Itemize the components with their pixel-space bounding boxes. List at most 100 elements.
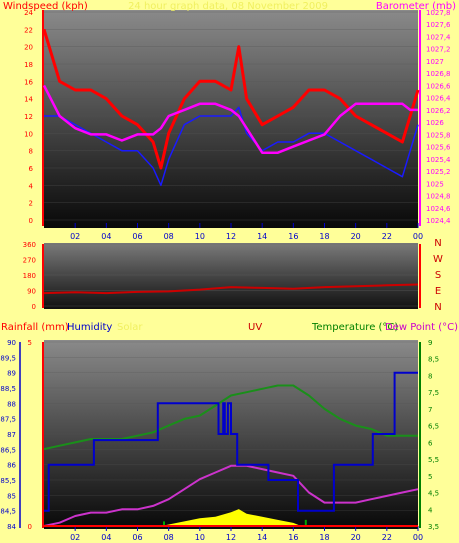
direction-tick-label: 180 xyxy=(23,272,36,280)
time-tick-label: 02 xyxy=(70,533,80,542)
barometer-tick-label: 1027,2 xyxy=(426,46,451,54)
barometer-tick-label: 1026,2 xyxy=(426,107,451,115)
humidity-tick-label: 86,5 xyxy=(0,446,16,454)
humidity-tick-label: 87 xyxy=(7,431,16,439)
humidity-tick-label: 86 xyxy=(7,462,16,470)
barometer-tick-label: 1027,4 xyxy=(426,33,451,41)
barometer-tick-label: 1025,8 xyxy=(426,131,451,139)
temperature-tick-label: 9 xyxy=(428,339,432,347)
barometer-axis-title: Barometer (mb) xyxy=(376,1,456,12)
solar-label: Solar xyxy=(117,322,143,333)
direction-tick-label: 0 xyxy=(32,303,36,311)
barometer-tick-label: 1025 xyxy=(426,180,444,188)
rainfall-axis-title: Rainfall (mm) xyxy=(1,322,69,333)
temperature-axis-title: Temperature (°C) xyxy=(311,322,398,333)
compass-label: E xyxy=(435,286,441,297)
compass-label: N xyxy=(434,302,441,313)
windspeed-tick-label: 16 xyxy=(24,78,33,86)
barometer-tick-label: 1026 xyxy=(426,119,444,127)
time-tick-label: 04 xyxy=(101,232,111,241)
direction-tick-label: 360 xyxy=(23,241,36,249)
chart-title: 24 hour graph data, 08 November 2009 xyxy=(128,1,328,12)
barometer-tick-label: 1027 xyxy=(426,58,444,66)
time-tick-label: 06 xyxy=(132,232,142,241)
windspeed-tick-label: 10 xyxy=(24,130,33,138)
time-tick-label: 14 xyxy=(257,533,267,542)
compass-label: N xyxy=(434,238,441,249)
barometer-tick-label: 1026,6 xyxy=(426,82,451,90)
barometer-series-line xyxy=(42,84,418,154)
direction-tick-label: 270 xyxy=(23,257,36,265)
time-tick-label: 14 xyxy=(257,232,267,241)
humidity-series-line xyxy=(44,371,418,512)
time-tick-label: 10 xyxy=(195,232,205,241)
time-tick-label: 22 xyxy=(382,232,392,241)
time-tick-label: 16 xyxy=(288,533,298,542)
windspeed-tick-label: 20 xyxy=(24,44,33,52)
barometer-tick-label: 1027,6 xyxy=(426,21,451,29)
barometer-tick-label: 1025,2 xyxy=(426,168,451,176)
windspeed-tick-label: 18 xyxy=(24,61,33,69)
barometer-tick-label: 1024,6 xyxy=(426,205,451,213)
barometer-tick-label: 1024,8 xyxy=(426,193,451,201)
direction-panel-background xyxy=(44,243,418,309)
temperature-tick-label: 3,5 xyxy=(428,523,439,531)
temperature-tick-label: 6,5 xyxy=(428,423,439,431)
time-tick-label: 02 xyxy=(70,232,80,241)
temperature-series-line xyxy=(43,384,418,451)
temperature-tick-label: 5 xyxy=(428,473,432,481)
time-tick-label: 18 xyxy=(319,232,329,241)
humidity-tick-label: 90 xyxy=(7,339,16,347)
barometer-tick-label: 1026,8 xyxy=(426,70,451,78)
dew-point-axis-title: Dew Point (°C) xyxy=(385,322,458,333)
humidity-tick-label: 84 xyxy=(7,523,16,531)
temperature-tick-label: 7 xyxy=(428,406,432,414)
barometer-tick-label: 1025,6 xyxy=(426,144,451,152)
temperature-tick-label: 8 xyxy=(428,372,432,380)
windspeed-tick-label: 22 xyxy=(24,26,33,34)
temperature-tick-label: 6 xyxy=(428,439,433,447)
humidity-tick-label: 89,5 xyxy=(0,354,16,362)
windspeed-tick-label: 12 xyxy=(24,113,33,121)
windspeed-tick-label: 6 xyxy=(29,165,34,173)
humidity-tick-label: 87,5 xyxy=(0,416,16,424)
wind-panel-background xyxy=(44,10,418,228)
rain-tick-label: 0 xyxy=(28,523,32,531)
temperature-tick-label: 4 xyxy=(428,506,433,514)
temperature-tick-label: 4,5 xyxy=(428,490,439,498)
windspeed-tick-label: 14 xyxy=(24,96,33,104)
humidity-tick-label: 85,5 xyxy=(0,477,16,485)
time-tick-label: 08 xyxy=(164,232,174,241)
windspeed-tick-label: 24 xyxy=(24,9,33,17)
barometer-tick-label: 1027,8 xyxy=(426,9,451,17)
time-tick-label: 20 xyxy=(351,533,361,542)
time-tick-label: 12 xyxy=(226,533,236,542)
uv-label: UV xyxy=(248,322,262,333)
humidity-tick-label: 88 xyxy=(7,400,16,408)
time-tick-label: 20 xyxy=(351,232,361,241)
windspeed-tick-label: 4 xyxy=(29,182,34,190)
direction-series-line xyxy=(43,283,419,295)
time-tick-label: 18 xyxy=(319,533,329,542)
compass-label: W xyxy=(433,254,443,265)
humidity-tick-label: 85 xyxy=(7,492,16,500)
windspeed-tick-label: 0 xyxy=(29,217,33,225)
barometer-tick-label: 1025,4 xyxy=(426,156,451,164)
solar-series-area xyxy=(160,509,302,526)
humidity-label: Humidity xyxy=(67,322,112,333)
temperature-tick-label: 5,5 xyxy=(428,456,439,464)
time-tick-label: 16 xyxy=(288,232,298,241)
time-tick-label: 08 xyxy=(164,533,174,542)
humidity-tick-label: 89 xyxy=(7,370,16,378)
temperature-tick-label: 8,5 xyxy=(428,356,439,364)
dew_point-series-line xyxy=(43,464,419,527)
time-tick-label: 22 xyxy=(382,533,392,542)
direction-tick-label: 90 xyxy=(27,288,36,296)
rain-tick-label: 5 xyxy=(28,339,32,347)
barometer-tick-label: 1024,4 xyxy=(426,217,451,225)
barometer-tick-label: 1026,4 xyxy=(426,95,451,103)
windspeed-tick-label: 2 xyxy=(29,200,33,208)
windspeed-tick-label: 8 xyxy=(29,148,33,156)
